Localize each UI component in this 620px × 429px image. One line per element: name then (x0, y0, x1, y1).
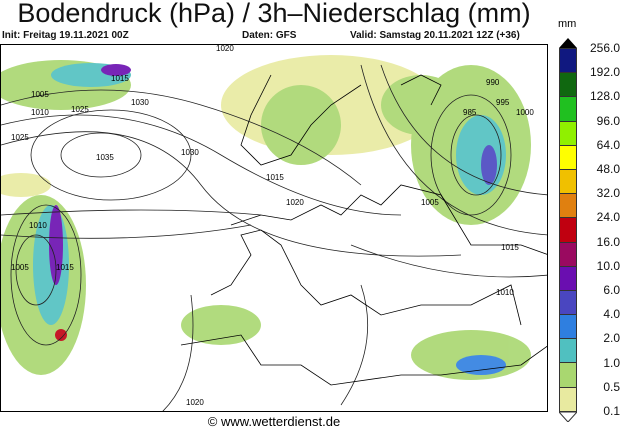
legend-label: 0.5 (603, 379, 620, 394)
svg-text:1010: 1010 (31, 108, 49, 117)
legend-top-arrow (559, 38, 577, 48)
legend-color-bin (559, 145, 577, 170)
svg-text:1015: 1015 (56, 263, 74, 272)
legend-color-bin (559, 49, 577, 74)
legend-color-bin (559, 242, 577, 267)
svg-text:1015: 1015 (111, 74, 129, 83)
svg-text:1010: 1010 (29, 221, 47, 230)
svg-text:1020: 1020 (216, 45, 234, 53)
svg-text:1035: 1035 (96, 153, 114, 162)
legend-label: 256.0 (589, 41, 620, 55)
svg-text:1015: 1015 (266, 173, 284, 182)
svg-text:1005: 1005 (11, 263, 29, 272)
svg-text:1005: 1005 (421, 198, 439, 207)
legend-label: 24.0 (596, 210, 620, 225)
legend-color-bin (559, 218, 577, 243)
legend-color-bin (559, 290, 577, 316)
svg-text:1030: 1030 (181, 148, 199, 157)
legend-label: 6.0 (603, 283, 620, 297)
legend-color-bin (559, 315, 577, 340)
legend-label: 10.0 (596, 258, 620, 273)
legend-label: 4.0 (603, 307, 620, 322)
legend-color-bin (559, 387, 577, 412)
legend-label: 96.0 (596, 113, 620, 128)
legend-label: 64.0 (596, 137, 620, 152)
color-legend (559, 48, 577, 412)
legend-label: 128.0 (589, 89, 620, 104)
svg-text:1015: 1015 (501, 243, 519, 252)
svg-text:1025: 1025 (11, 133, 29, 142)
svg-text:985: 985 (463, 108, 477, 117)
weather-map: 1020 1005 1010 1015 1025 1030 1035 1030 … (0, 44, 548, 412)
data-source: Daten: GFS (242, 30, 297, 41)
legend-color-bin (559, 97, 577, 122)
isobars (1, 64, 547, 411)
legend-color-bin (559, 121, 577, 146)
map-title: Bodendruck (hPa) / 3h–Niederschlag (mm) (17, 0, 531, 28)
svg-text:1005: 1005 (31, 90, 49, 99)
svg-text:990: 990 (486, 78, 500, 87)
legend-color-bin (559, 194, 577, 219)
svg-text:1020: 1020 (286, 198, 304, 207)
svg-text:1025: 1025 (71, 105, 89, 114)
svg-text:1020: 1020 (186, 398, 204, 407)
legend-label: 0.1 (603, 404, 620, 418)
legend-color-bin (559, 169, 577, 195)
svg-text:995: 995 (496, 98, 510, 107)
legend-color-bin (559, 363, 577, 388)
legend-bottom-arrow (559, 412, 577, 422)
coastlines (180, 74, 547, 386)
legend-unit: mm (558, 18, 577, 30)
legend-color-bin (559, 339, 577, 364)
isobar-labels: 1020 1005 1010 1015 1025 1030 1035 1030 … (11, 45, 534, 407)
valid-time: Valid: Samstag 20.11.2021 12Z (+36) (350, 30, 520, 41)
legend-label: 32.0 (596, 186, 620, 201)
legend-label: 1.0 (603, 355, 620, 370)
svg-text:1030: 1030 (131, 98, 149, 107)
legend-color-bin (559, 73, 577, 98)
legend-label: 2.0 (603, 331, 620, 346)
svg-text:1000: 1000 (516, 108, 534, 117)
legend-label: 48.0 (596, 162, 620, 176)
legend-label: 16.0 (596, 234, 620, 249)
legend-label: 192.0 (589, 65, 620, 80)
svg-text:1010: 1010 (496, 288, 514, 297)
footer-credit: © www.wetterdienst.de (207, 414, 341, 429)
legend-color-bin (559, 266, 577, 291)
precipitation-areas (1, 55, 531, 380)
init-time: Init: Freitag 19.11.2021 00Z (2, 30, 129, 41)
